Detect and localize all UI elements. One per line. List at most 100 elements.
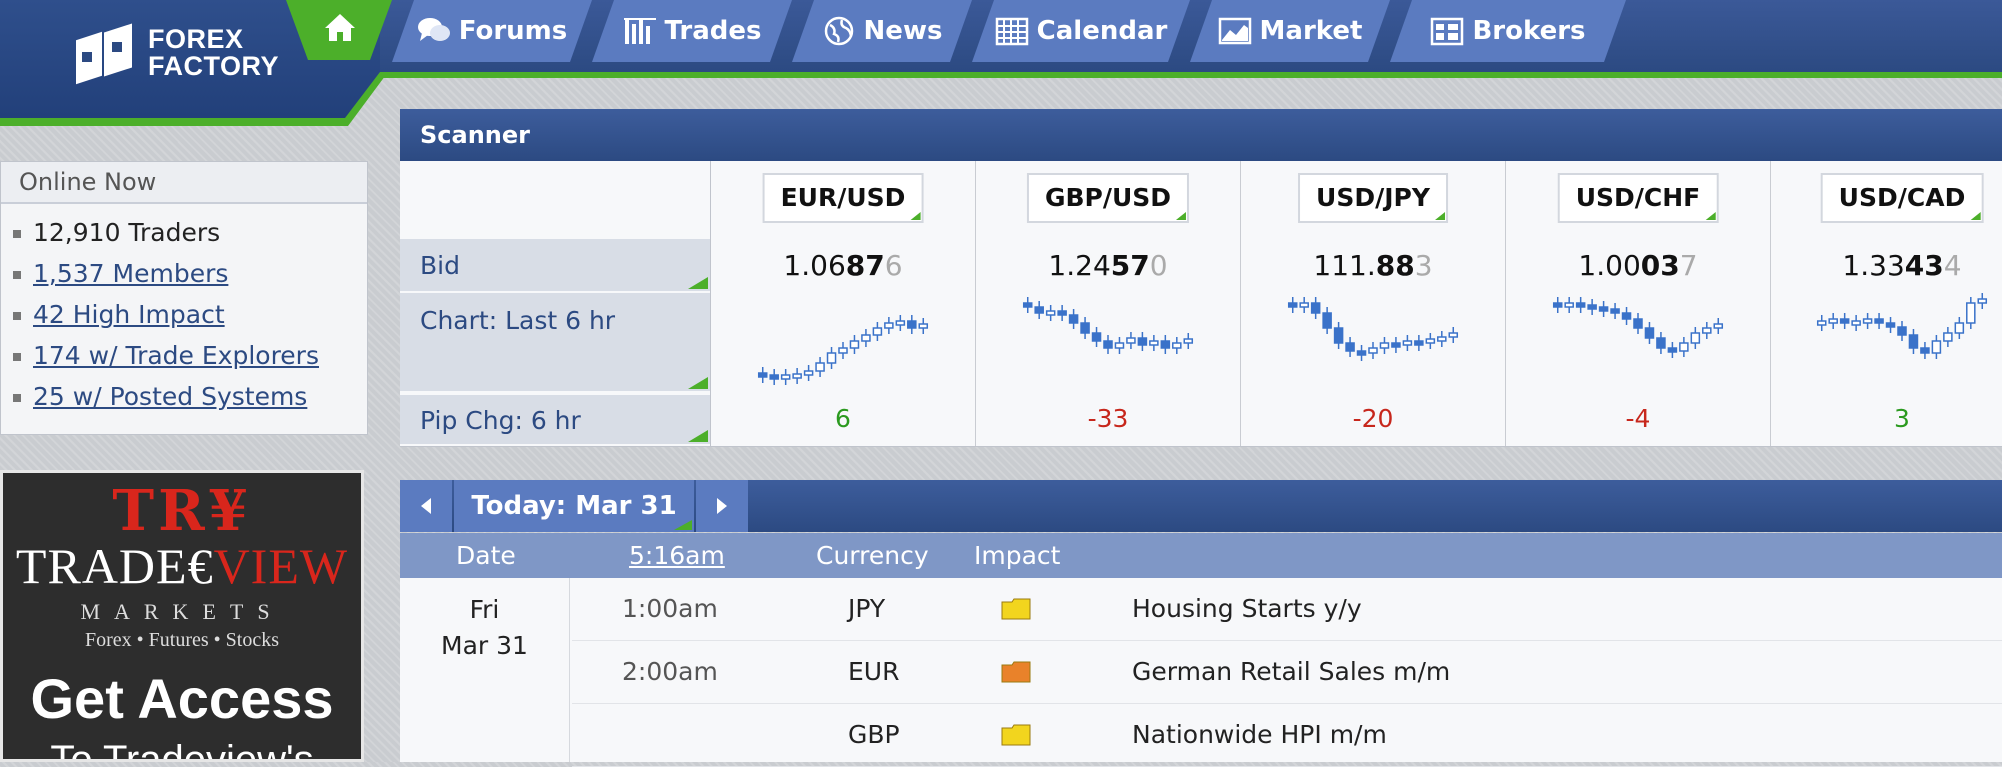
members-link[interactable]: 1,537 Members: [33, 259, 229, 288]
candle-body: [1045, 310, 1056, 316]
nav-tab-calendar[interactable]: Calendar: [972, 0, 1190, 62]
candle-body: [838, 347, 848, 354]
impact-folder-icon[interactable]: [1001, 724, 1031, 746]
candle-body: [1943, 332, 1953, 342]
candle-body: [1437, 336, 1447, 342]
candle-body: [1068, 314, 1079, 324]
posted-systems-link[interactable]: 25 w/ Posted Systems: [33, 382, 308, 411]
candle-body: [1126, 337, 1136, 344]
ad-cta-line2: To Tradeview's: [50, 738, 314, 762]
pip-change: -33: [1087, 404, 1129, 433]
candle-body: [907, 320, 917, 329]
calendar-next-button[interactable]: [696, 480, 748, 532]
candle-body: [1345, 342, 1355, 352]
calendar-event-row[interactable]: 2:00am EUR German Retail Sales m/m: [572, 641, 2002, 704]
nav-label: Market: [1259, 16, 1363, 46]
candle-body: [1149, 340, 1159, 346]
chevron-right-icon: [717, 498, 727, 514]
calendar-column-headers: Date 5:16am Currency Impact: [400, 533, 2002, 578]
pair-button-usdjpy[interactable]: USD/JPY: [1298, 173, 1448, 223]
online-item-posted-systems[interactable]: 25 w/ Posted Systems: [1, 376, 367, 417]
candle-body: [1885, 322, 1896, 328]
impact-folder-icon[interactable]: [1001, 661, 1031, 683]
column-date: Date: [456, 541, 516, 570]
candle-body: [1621, 312, 1632, 320]
sparkline-eurusd[interactable]: [757, 293, 929, 389]
candle-body: [1816, 320, 1827, 326]
candle-body: [1897, 326, 1907, 336]
forums-icon: [417, 16, 451, 46]
nav-tab-trades[interactable]: Trades: [592, 0, 792, 62]
calendar-today-button[interactable]: Today: Mar 31: [454, 480, 694, 532]
candle-body: [826, 352, 837, 364]
candle-body: [1022, 302, 1033, 308]
sparkline-gbpusd[interactable]: [1022, 293, 1194, 389]
forex-factory-logo[interactable]: FOREX FACTORY: [72, 22, 280, 85]
candle-body: [1564, 302, 1574, 308]
pair-button-usdcad[interactable]: USD/CAD: [1820, 173, 1984, 223]
event-time: 1:00am: [622, 594, 718, 623]
calendar-prev-button[interactable]: [400, 480, 452, 532]
news-icon: [822, 16, 856, 46]
candle-body: [1575, 302, 1586, 308]
online-item-trade-explorers[interactable]: 174 w/ Trade Explorers: [1, 335, 367, 376]
pair-column-usdchf: USD/CHF 1.00037 -4: [1506, 161, 1771, 446]
candle-body: [1644, 327, 1655, 339]
candle-body: [1828, 318, 1838, 324]
candle-body: [1356, 350, 1367, 356]
pair-button-eurusd[interactable]: EUR/USD: [762, 173, 924, 223]
pip-change: -20: [1352, 404, 1394, 433]
nav-tab-news[interactable]: News: [792, 0, 972, 62]
ad-markets: MARKETS: [80, 599, 284, 624]
pair-column-usdcad: USD/CAD 1.33434 3: [1770, 161, 2002, 446]
calendar-icon: [995, 16, 1029, 46]
pair-column-gbpusd: GBP/USD 1.24570 -33: [976, 161, 1241, 446]
candle-body: [1368, 347, 1378, 354]
bid-row-label[interactable]: Bid: [400, 239, 710, 293]
high-impact-link[interactable]: 42 High Impact: [33, 300, 225, 329]
candle-body: [1160, 340, 1171, 349]
calendar-event-row[interactable]: 1:00am JPY Housing Starts y/y: [572, 578, 2002, 641]
sparkline-usdcad[interactable]: [1816, 293, 1988, 389]
impact-folder-icon[interactable]: [1001, 598, 1031, 620]
event-title: Nationwide HPI m/m: [1132, 720, 1387, 749]
nav-tab-market[interactable]: Market: [1190, 0, 1390, 62]
nav-label: Forums: [458, 16, 568, 46]
logo-text: FOREX FACTORY: [148, 24, 280, 81]
candle-body: [1114, 342, 1125, 349]
candle-body: [1057, 310, 1067, 316]
event-title: Housing Starts y/y: [1132, 594, 1362, 623]
candle-body: [1966, 302, 1976, 324]
column-time-link[interactable]: 5:16am: [629, 541, 725, 570]
nav-label: Trades: [664, 16, 762, 46]
candle-body: [1034, 306, 1044, 314]
scanner-body: Bid Chart: Last 6 hr Pip Chg: 6 hr EUR/U…: [400, 161, 2002, 447]
nav-tab-brokers[interactable]: Brokers: [1390, 0, 1626, 62]
pip-change-row-label[interactable]: Pip Chg: 6 hr: [400, 395, 710, 446]
scanner-title: Scanner: [400, 109, 2002, 161]
calendar-event-row[interactable]: GBP Nationwide HPI m/m: [572, 704, 2002, 767]
pair-column-eurusd: EUR/USD 1.06876 6: [711, 161, 976, 446]
nav-tab-forums[interactable]: Forums: [392, 0, 592, 62]
tradeview-ad-banner[interactable]: TR¥ TRADE€VIEW MARKETS Forex • Futures •…: [0, 470, 364, 762]
candle-body: [757, 372, 768, 378]
candle-body: [1080, 322, 1090, 334]
candle-body: [1587, 304, 1597, 310]
candle-body: [803, 370, 814, 376]
online-item-high-impact[interactable]: 42 High Impact: [1, 294, 367, 335]
candle-body: [1091, 332, 1102, 342]
pair-button-gbpusd[interactable]: GBP/USD: [1026, 173, 1190, 223]
trade-explorers-link[interactable]: 174 w/ Trade Explorers: [33, 341, 319, 370]
candle-body: [872, 327, 883, 336]
candle-body: [1379, 342, 1390, 349]
candle-body: [1839, 318, 1850, 324]
candle-body: [1690, 332, 1701, 344]
pair-column-usdjpy: USD/JPY 111.883 -20: [1241, 161, 1506, 446]
candle-body: [1425, 338, 1436, 344]
sparkline-usdjpy[interactable]: [1287, 293, 1459, 389]
sparkline-usdchf[interactable]: [1552, 293, 1724, 389]
chart-row-label[interactable]: Chart: Last 6 hr: [400, 293, 710, 393]
pair-button-usdchf[interactable]: USD/CHF: [1557, 173, 1719, 223]
candle-body: [1103, 340, 1113, 349]
online-item-members[interactable]: 1,537 Members: [1, 253, 367, 294]
